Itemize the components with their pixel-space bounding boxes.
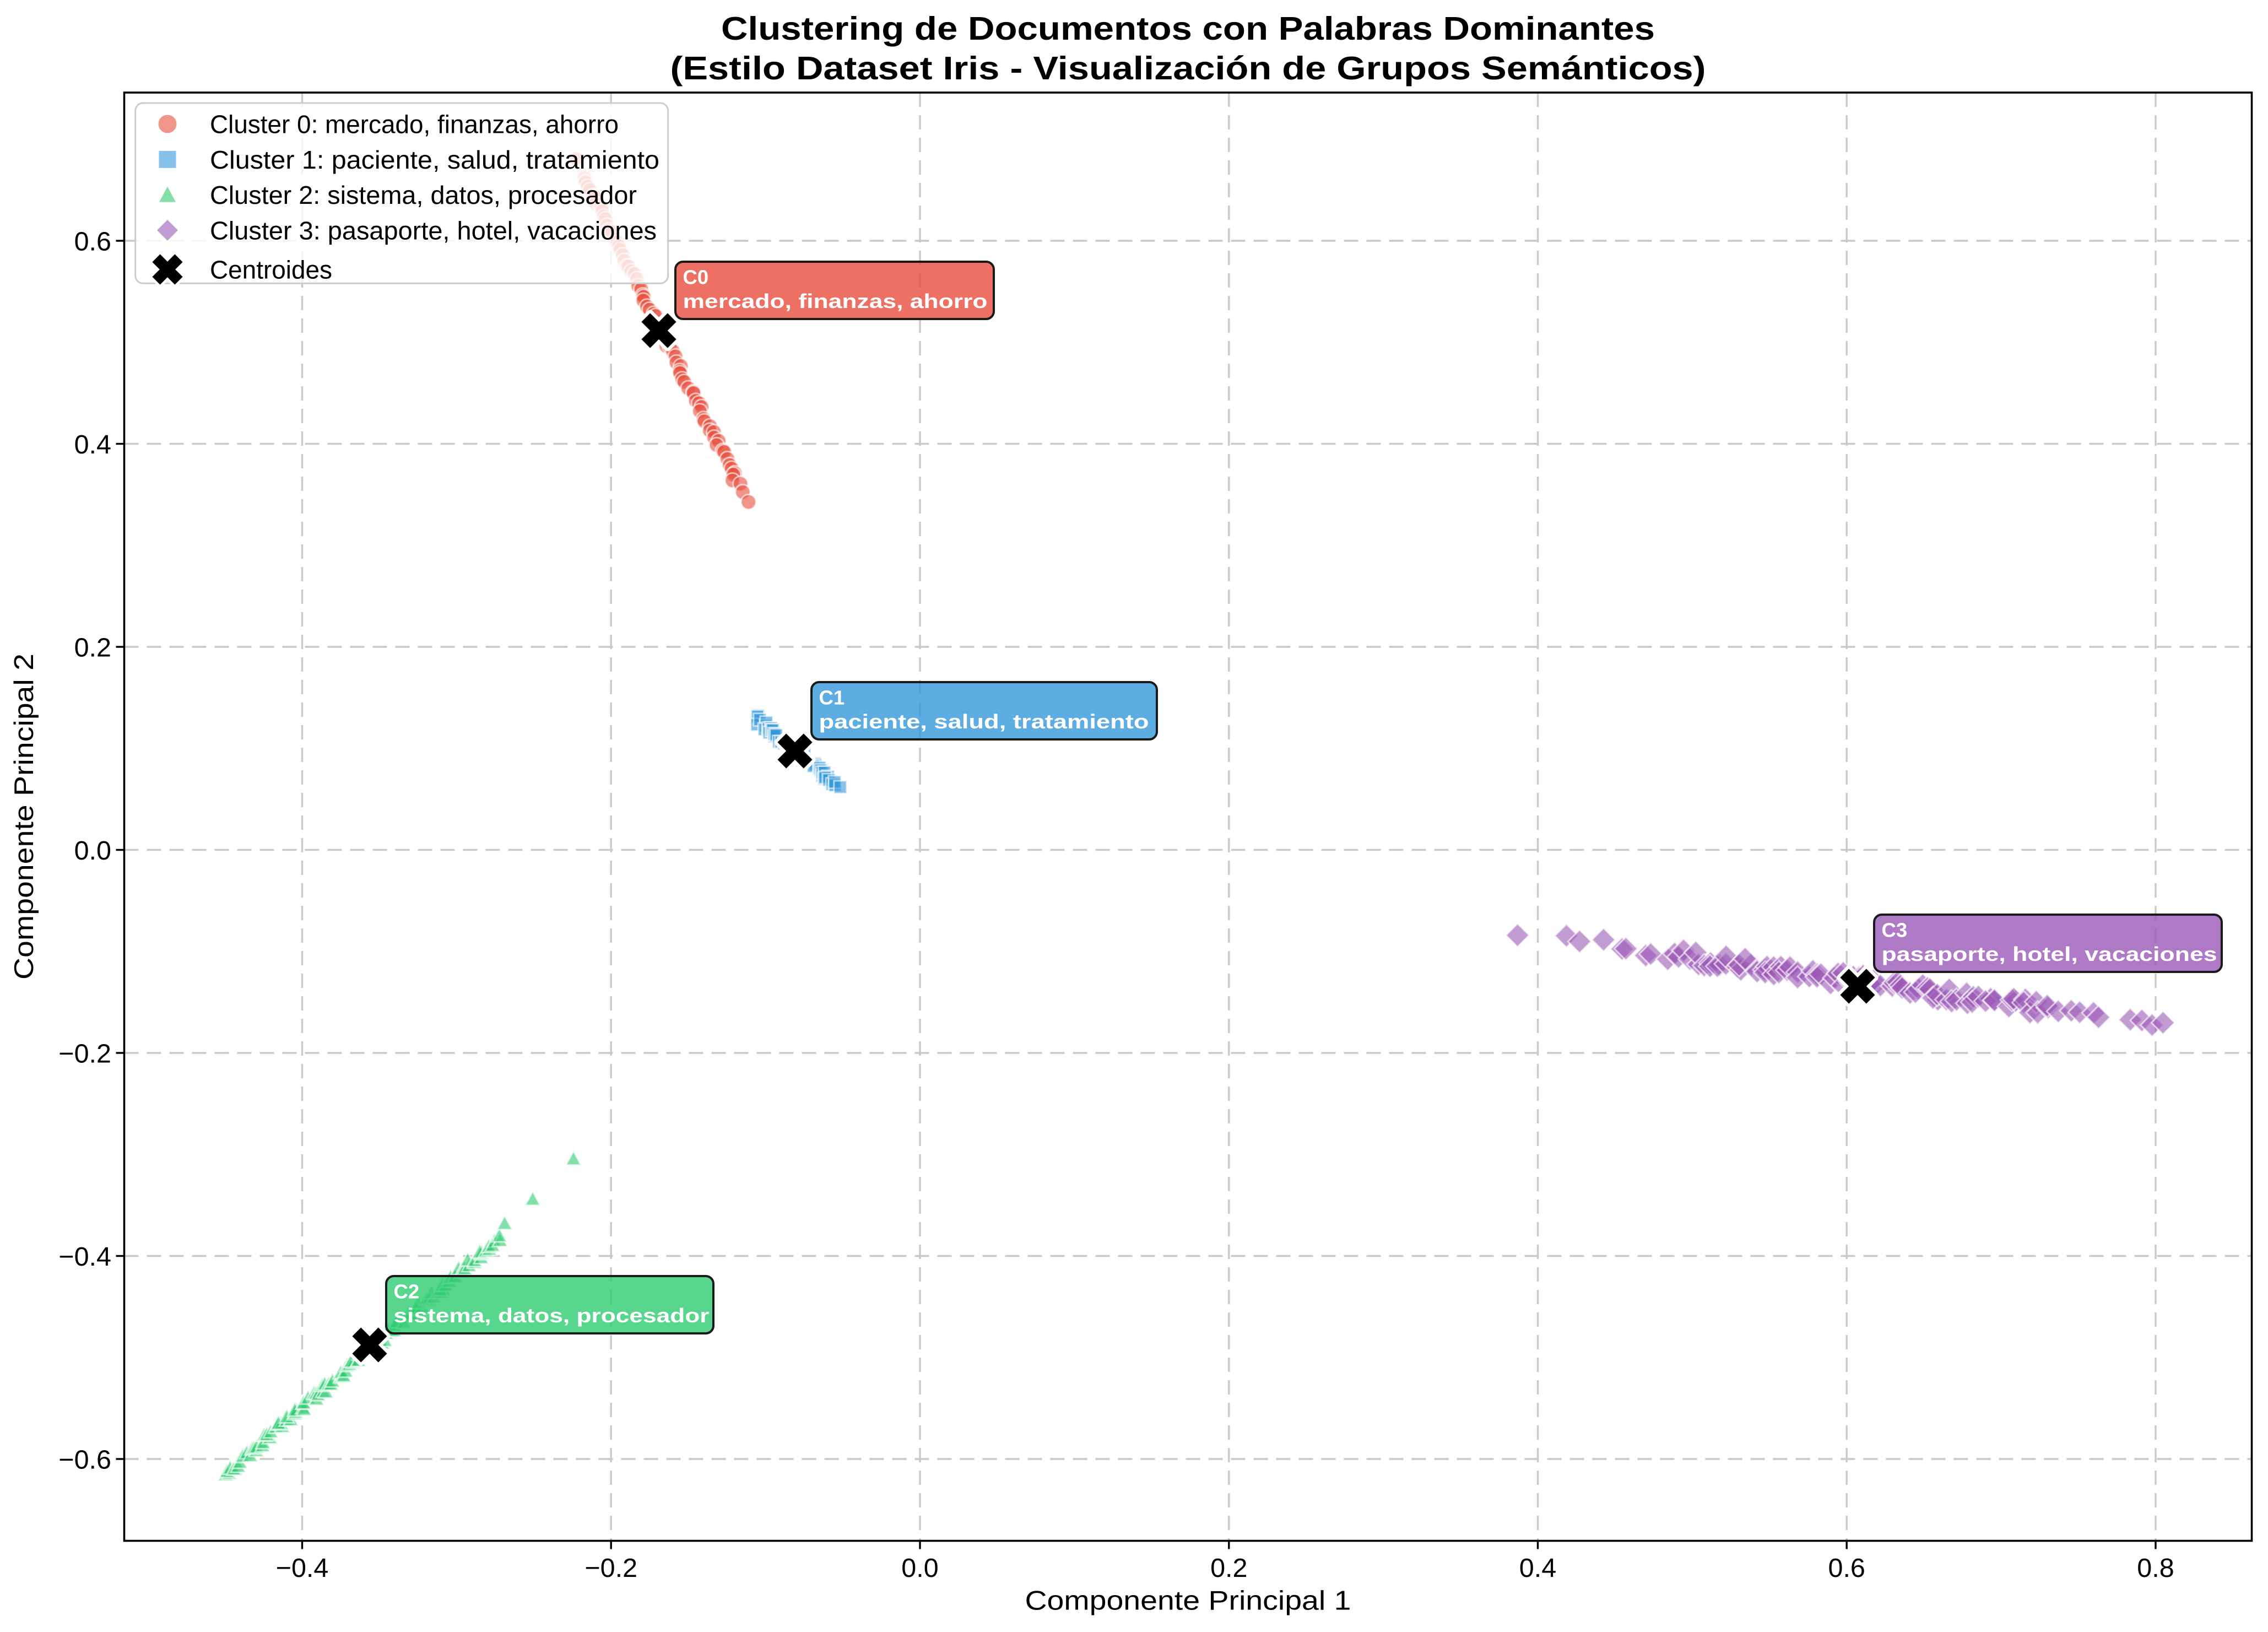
svg-text:C2: C2 bbox=[394, 1280, 420, 1303]
svg-text:0.6: 0.6 bbox=[74, 227, 111, 257]
svg-text:−0.2: −0.2 bbox=[584, 1553, 637, 1583]
svg-text:Componente Principal 2: Componente Principal 2 bbox=[9, 653, 39, 980]
svg-text:Cluster 3: pasaporte, hotel, v: Cluster 3: pasaporte, hotel, vacaciones bbox=[210, 216, 657, 245]
svg-text:paciente, salud, tratamiento: paciente, salud, tratamiento bbox=[819, 710, 1149, 733]
svg-text:mercado, finanzas, ahorro: mercado, finanzas, ahorro bbox=[683, 290, 988, 312]
svg-text:−0.4: −0.4 bbox=[276, 1553, 329, 1583]
svg-text:Cluster 2: sistema, datos, pro: Cluster 2: sistema, datos, procesador bbox=[210, 181, 637, 209]
svg-text:0.4: 0.4 bbox=[74, 430, 111, 460]
svg-text:sistema, datos, procesador: sistema, datos, procesador bbox=[394, 1304, 710, 1327]
svg-text:0.2: 0.2 bbox=[1210, 1553, 1247, 1583]
svg-text:0.6: 0.6 bbox=[1828, 1553, 1865, 1583]
svg-text:Componente Principal 1: Componente Principal 1 bbox=[1025, 1586, 1351, 1616]
svg-text:Centroides: Centroides bbox=[210, 256, 332, 284]
svg-text:C3: C3 bbox=[1882, 919, 1908, 942]
svg-text:(Estilo Dataset Iris - Visuali: (Estilo Dataset Iris - Visualización de … bbox=[670, 50, 1706, 87]
svg-text:C1: C1 bbox=[819, 687, 845, 709]
svg-text:Clustering de Documentos con P: Clustering de Documentos con Palabras Do… bbox=[721, 10, 1655, 47]
svg-text:0.0: 0.0 bbox=[901, 1553, 938, 1583]
svg-text:pasaporte, hotel, vacaciones: pasaporte, hotel, vacaciones bbox=[1882, 943, 2217, 965]
svg-text:Cluster 1: paciente, salud, tr: Cluster 1: paciente, salud, tratamiento bbox=[210, 145, 659, 174]
svg-text:0.8: 0.8 bbox=[2137, 1553, 2174, 1583]
svg-text:C0: C0 bbox=[683, 266, 709, 289]
svg-text:−0.2: −0.2 bbox=[58, 1039, 111, 1069]
svg-text:0.2: 0.2 bbox=[74, 633, 111, 663]
svg-text:0.4: 0.4 bbox=[1519, 1553, 1556, 1583]
svg-text:Cluster 0: mercado, finanzas,: Cluster 0: mercado, finanzas, ahorro bbox=[210, 110, 619, 139]
svg-text:−0.6: −0.6 bbox=[58, 1445, 111, 1475]
svg-text:−0.4: −0.4 bbox=[58, 1242, 111, 1272]
svg-text:0.0: 0.0 bbox=[74, 836, 111, 866]
